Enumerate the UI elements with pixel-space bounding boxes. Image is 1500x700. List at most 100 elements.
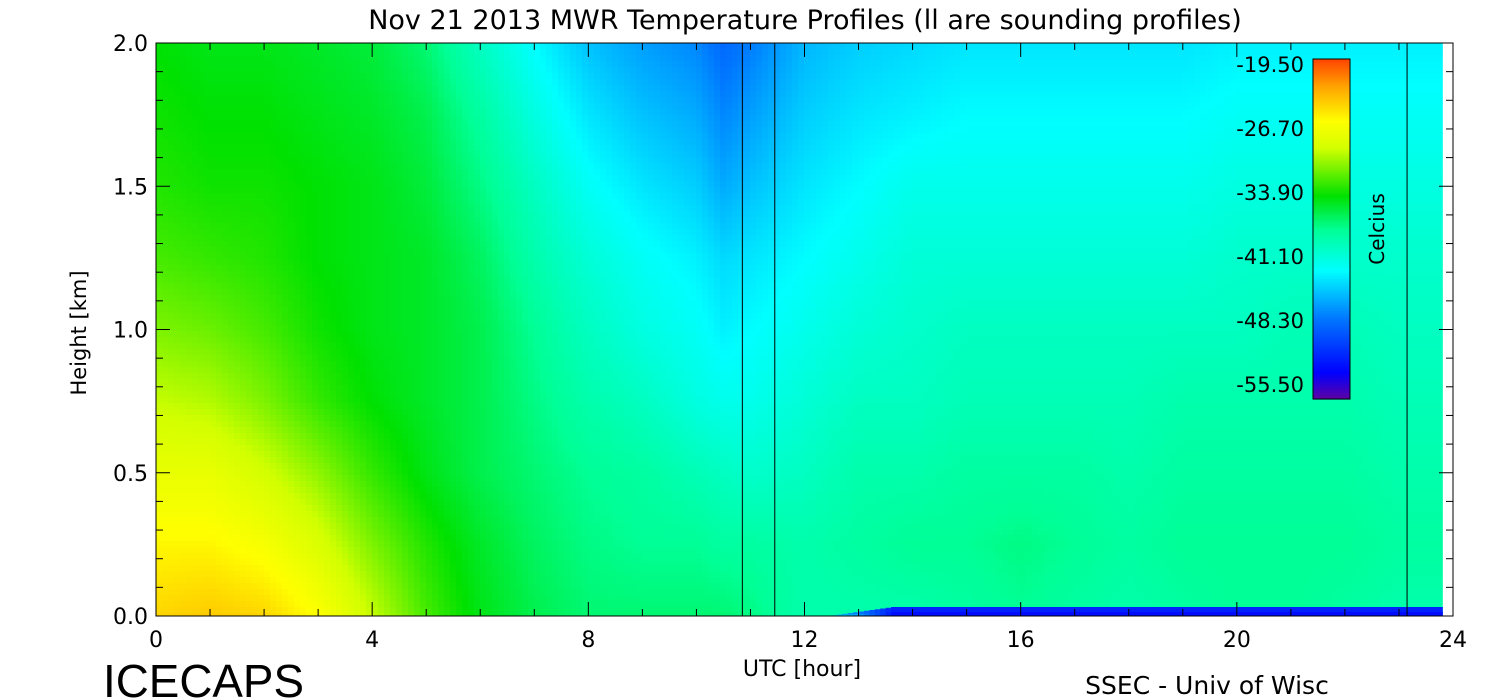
heatmap-cell [450,511,457,518]
heatmap-cell [216,601,223,608]
heatmap-cell [306,433,313,440]
heatmap-cell [174,565,181,572]
heatmap-cell [234,361,241,368]
heatmap-cell [378,91,385,98]
heatmap-cell [432,547,439,554]
heatmap-cell [372,79,379,86]
heatmap-cell [420,487,427,494]
heatmap-cell [198,307,205,314]
heatmap-cell [210,457,217,464]
heatmap-cell [324,331,331,338]
heatmap-cell [228,223,235,230]
heatmap-cell [288,217,295,224]
heatmap-cell [402,415,409,422]
heatmap-cell [210,223,217,230]
heatmap-cell [192,211,199,218]
heatmap-cell [456,475,463,482]
heatmap-cell [444,343,451,350]
heatmap-cell [462,589,469,596]
heatmap-cell [366,565,373,572]
heatmap-cell [192,577,199,584]
heatmap-cell [222,487,229,494]
heatmap-cell [186,517,193,524]
heatmap-cell [282,259,289,266]
heatmap-cell [432,169,439,176]
heatmap-cell [180,229,187,236]
heatmap-cell [378,199,385,206]
heatmap-cell [426,559,433,566]
heatmap-cell [438,277,445,284]
heatmap-cell [294,523,301,530]
heatmap-cell [234,433,241,440]
heatmap-cell [420,505,427,512]
heatmap-cell [288,517,295,524]
heatmap-cell [390,271,397,278]
heatmap-cell [348,85,355,92]
heatmap-cell [336,97,343,104]
heatmap-cell [408,331,415,338]
heatmap-cell [450,535,457,542]
heatmap-cell [372,157,379,164]
heatmap-cell [282,415,289,422]
heatmap-cell [342,487,349,494]
heatmap-cell [366,73,373,80]
heatmap-cell [366,151,373,158]
heatmap-cell [420,139,427,146]
heatmap-cell [444,505,451,512]
heatmap-cell [306,349,313,356]
heatmap-cell [288,481,295,488]
heatmap-cell [450,523,457,530]
heatmap-cell [366,391,373,398]
heatmap-cell [282,565,289,572]
heatmap-cell [318,577,325,584]
heatmap-cell [360,391,367,398]
heatmap-cell [252,187,259,194]
heatmap-cell [402,133,409,140]
heatmap-cell [264,505,271,512]
heatmap-cell [294,439,301,446]
heatmap-cell [426,367,433,374]
heatmap-cell [240,475,247,482]
heatmap-cell [408,85,415,92]
heatmap-cell [228,607,235,614]
heatmap-cell [228,559,235,566]
heatmap-cell [408,553,415,560]
heatmap-cell [318,409,325,416]
heatmap-cell [336,169,343,176]
heatmap-cell [432,301,439,308]
heatmap-cell [234,385,241,392]
heatmap-cell [216,139,223,146]
heatmap-cell [354,157,361,164]
heatmap-cell [318,103,325,110]
heatmap-cell [156,451,163,458]
heatmap-cell [438,127,445,134]
heatmap-cell [408,223,415,230]
heatmap-cell [372,211,379,218]
heatmap-cell [174,505,181,512]
heatmap-cell [258,445,265,452]
heatmap-cell [378,271,385,278]
heatmap-cell [156,511,163,518]
heatmap-cell [426,181,433,188]
heatmap-cell [198,325,205,332]
heatmap-cell [186,601,193,608]
heatmap-cell [408,397,415,404]
heatmap-cell [234,367,241,374]
heatmap-cell [282,487,289,494]
heatmap-cell [354,271,361,278]
heatmap-cell [210,163,217,170]
heatmap-cell [354,145,361,152]
heatmap-cell [162,325,169,332]
heatmap-cell [162,463,169,470]
heatmap-cell [168,301,175,308]
heatmap-cell [162,109,169,116]
heatmap-cell [330,517,337,524]
heatmap-cell [450,571,457,578]
heatmap-cell [216,427,223,434]
heatmap-cell [156,565,163,572]
heatmap-cell [276,115,283,122]
heatmap-cell [402,409,409,416]
heatmap-cell [168,319,175,326]
heatmap-cell [438,349,445,356]
heatmap-cell [384,391,391,398]
